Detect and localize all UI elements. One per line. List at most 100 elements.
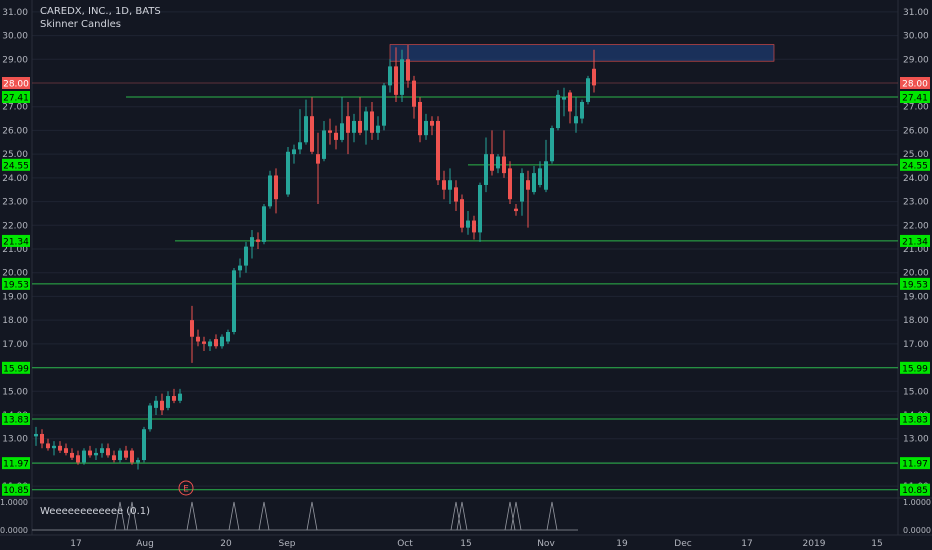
indicator-top-label-left: 1.0000 [0,498,28,507]
candle-body [214,339,218,347]
x-tick-label: 17 [70,539,81,549]
indicator-bottom-label-left: 0.0000 [0,526,28,535]
candle-body [160,400,164,411]
indicator-spike [126,501,138,531]
level-label-left: 21.34 [3,237,29,247]
candle-body [358,120,362,133]
candle-body [136,460,140,463]
x-tick-label: 15 [460,539,471,549]
level-label-right: 13.83 [902,416,928,426]
level-label-left-bg [2,413,30,426]
candle-body [82,450,86,463]
indicator-top-label-right: 1.0000 [903,498,931,507]
candle-body [190,320,194,337]
y-tick-label-left: 23.00 [2,198,28,208]
level-label-left-bg [2,483,30,496]
candle-body [352,120,356,133]
y-tick-label-right: 23.00 [903,198,929,208]
candle-body [256,239,260,242]
candle-body [580,101,584,119]
level-label-right: 27.41 [902,93,928,103]
candle-body [394,66,398,95]
indicator-spike [456,501,468,531]
candle-body [310,116,314,152]
y-tick-label-left: 20.00 [2,269,28,279]
y-tick-label-left: 30.00 [2,32,28,42]
candle-body [34,433,38,437]
candle-body [364,111,368,131]
candle-body [592,68,596,86]
candle-body [154,400,158,408]
candle-body [370,111,374,133]
candle-body [472,220,476,233]
y-tick-label-left: 21.00 [2,245,28,255]
x-tick-label: 19 [616,539,628,549]
x-tick-label: Dec [674,539,691,549]
candle-body [520,173,524,202]
y-tick-label-right: 31.00 [903,8,929,18]
candle-body [172,396,176,401]
indicator-spike [186,501,198,531]
candle-body [94,452,98,456]
x-tick-label: 20 [220,539,232,549]
candle-body [586,78,590,102]
y-tick-label-right: 15.00 [903,387,929,397]
candle-body [238,265,242,271]
level-label-right: 19.53 [902,280,928,290]
level-label-right-bg [900,483,930,496]
candle-body [442,180,446,190]
candle-body [430,120,434,126]
candle-body [274,175,278,200]
candle-body [250,237,254,247]
indicator-bottom-label-right: 0.0000 [903,526,931,535]
level-label-right-bg [900,90,930,103]
candle-body [556,94,560,129]
level-label-right-bg [900,158,930,171]
indicator-spike [504,501,516,531]
last-price-label-right-bg [900,77,930,89]
y-tick-label-left: 25.00 [2,150,28,160]
candle-body [412,80,416,107]
candle-body [106,448,110,456]
symbol-title: CAREDX, INC., 1D, BATS [40,6,161,17]
y-tick-label-right: 24.00 [903,174,929,184]
level-label-right: 15.99 [902,364,928,374]
candle-body [166,396,170,408]
level-label-left: 11.97 [3,460,29,470]
candle-body [454,187,458,202]
resistance-zone [389,44,775,62]
level-label-left: 10.85 [3,486,29,496]
candle-body [88,450,92,456]
candle-body [70,452,74,458]
candle-body [418,101,422,136]
earnings-marker [178,480,194,496]
candle-body [208,341,212,347]
last-price-label-left: 28.00 [3,80,29,90]
candle-body [340,123,344,140]
candle-body [424,120,428,136]
earnings-marker-label: E [183,485,189,495]
y-tick-label-right: 13.00 [903,435,929,445]
y-tick-label-left: 19.00 [2,292,28,302]
level-label-left: 19.53 [3,280,29,290]
x-tick-label: Oct [397,539,413,549]
candle-body [406,59,410,81]
y-tick-label-left: 15.00 [2,387,28,397]
candle-body [58,445,62,451]
level-label-right: 21.34 [902,237,928,247]
candle-body [268,175,272,207]
indicator-spike [450,501,462,531]
candle-body [130,450,134,463]
candle-body [460,199,464,228]
candle-body [202,341,206,344]
candle-body [304,116,308,143]
indicator-spike [228,501,240,531]
level-label-right: 11.97 [902,460,928,470]
candle-body [118,450,122,461]
level-label-left-bg [2,457,30,470]
candle-body [100,448,104,453]
x-tick-label: 17 [741,539,752,549]
candle-body [148,405,152,430]
candle-body [142,429,146,461]
